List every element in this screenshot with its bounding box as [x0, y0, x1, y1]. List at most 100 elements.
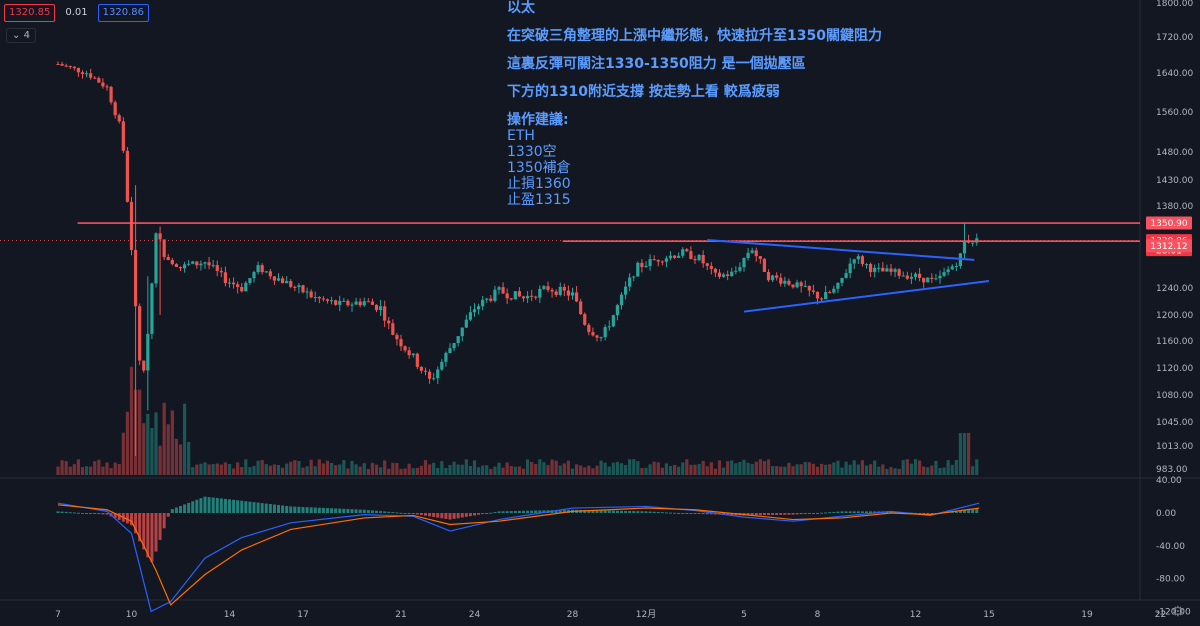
macd-histogram-bar: [644, 511, 648, 513]
volume-bar: [807, 462, 811, 475]
candle: [101, 82, 105, 87]
candle: [391, 323, 395, 335]
volume-bar: [701, 461, 705, 475]
macd-histogram-bar: [664, 512, 668, 514]
candle: [395, 334, 399, 340]
volume-bar: [824, 464, 828, 475]
volume-bar: [525, 459, 530, 475]
candle: [121, 121, 125, 151]
price-tick-label: 1560.00: [1156, 108, 1193, 118]
macd-histogram-bar: [771, 513, 775, 515]
candle: [297, 285, 301, 288]
macd-histogram-bar: [228, 499, 231, 513]
volume-bar: [142, 423, 146, 475]
macd-histogram-bar: [591, 510, 595, 513]
volume-bar: [166, 424, 170, 475]
macd-histogram-bar: [346, 508, 350, 513]
price-tick-label: 1200.00: [1156, 311, 1193, 321]
volume-bar: [329, 462, 334, 475]
candle: [864, 264, 869, 266]
sell-price[interactable]: 1320.85: [4, 4, 56, 22]
candle: [211, 265, 215, 267]
buy-price[interactable]: 1320.86: [97, 4, 149, 22]
candle: [285, 281, 289, 284]
candle: [730, 271, 734, 276]
candle: [893, 269, 897, 272]
volume-bar: [350, 460, 354, 475]
volume-bar: [187, 441, 191, 475]
volume-bar: [909, 463, 914, 475]
candle: [305, 291, 309, 293]
price-tick-label: 1045.00: [1156, 418, 1193, 428]
candle: [72, 66, 76, 68]
candle: [644, 265, 648, 268]
date-tick-label: 14: [224, 610, 236, 620]
volume-bar: [922, 466, 926, 475]
macd-histogram-bar: [640, 511, 644, 513]
candle: [178, 266, 183, 269]
macd-histogram-bar: [415, 513, 419, 515]
volume-bar: [742, 459, 746, 475]
macd-histogram-bar: [387, 511, 391, 513]
volume-bar: [178, 444, 183, 475]
candle: [452, 343, 456, 349]
macd-histogram-bar: [158, 513, 162, 540]
candle: [889, 268, 893, 272]
macd-histogram-bar: [309, 507, 313, 513]
gear-icon[interactable]: ⚙: [1171, 604, 1184, 620]
macd-histogram-bar: [603, 510, 607, 513]
macd-histogram-bar: [522, 510, 525, 513]
volume-bar: [591, 468, 595, 475]
volume-bar: [309, 459, 313, 475]
candle: [362, 301, 366, 306]
annotation-line: 在突破三角整理的上漲中繼形態，快速拉升至1350關鍵阻力: [507, 28, 882, 44]
macd-histogram-bar: [170, 509, 174, 513]
candle: [534, 296, 538, 298]
candle: [138, 306, 142, 361]
macd-tick-label: 0.00: [1156, 509, 1176, 519]
macd-histogram-bar: [199, 498, 203, 513]
volume-bar: [297, 460, 301, 475]
candle: [309, 291, 313, 298]
volume-bar: [293, 460, 297, 475]
macd-histogram-bar: [383, 511, 387, 513]
indicator-collapse-button[interactable]: ⌄ 4: [6, 28, 36, 43]
candle: [905, 275, 909, 279]
volume-bar: [934, 460, 938, 475]
macd-histogram-bar: [60, 511, 64, 513]
candle: [342, 300, 346, 302]
volume-bar: [885, 468, 889, 475]
candle: [713, 268, 718, 273]
candle: [681, 249, 685, 256]
macd-histogram-bar: [232, 499, 236, 513]
candle: [513, 291, 517, 300]
candle: [913, 273, 918, 277]
volume-bar: [583, 467, 587, 475]
candle: [926, 277, 930, 283]
macd-histogram-bar: [268, 504, 272, 513]
macd-histogram-bar: [342, 508, 346, 513]
volume-bar: [530, 461, 534, 475]
candle: [611, 315, 615, 327]
volume-bar: [272, 464, 277, 475]
macd-histogram-bar: [174, 507, 178, 513]
volume-bar: [346, 468, 350, 475]
macd-histogram-bar: [219, 498, 223, 513]
candle: [693, 259, 697, 261]
volume-bar: [240, 466, 244, 475]
volume-bar: [407, 463, 411, 475]
macd-histogram-bar: [301, 506, 305, 513]
candle: [607, 326, 611, 328]
candle: [934, 278, 938, 280]
volume-bar: [325, 460, 330, 475]
volume-bar: [640, 468, 644, 475]
candle: [317, 296, 321, 299]
macd-histogram-bar: [963, 509, 966, 513]
candle: [444, 352, 448, 362]
price-tick-label: 1013.00: [1156, 442, 1193, 452]
macd-histogram-bar: [509, 511, 513, 513]
macd-histogram-bar: [648, 511, 652, 513]
price-tick-label: 1160.00: [1156, 337, 1193, 347]
volume-bar: [448, 465, 452, 475]
